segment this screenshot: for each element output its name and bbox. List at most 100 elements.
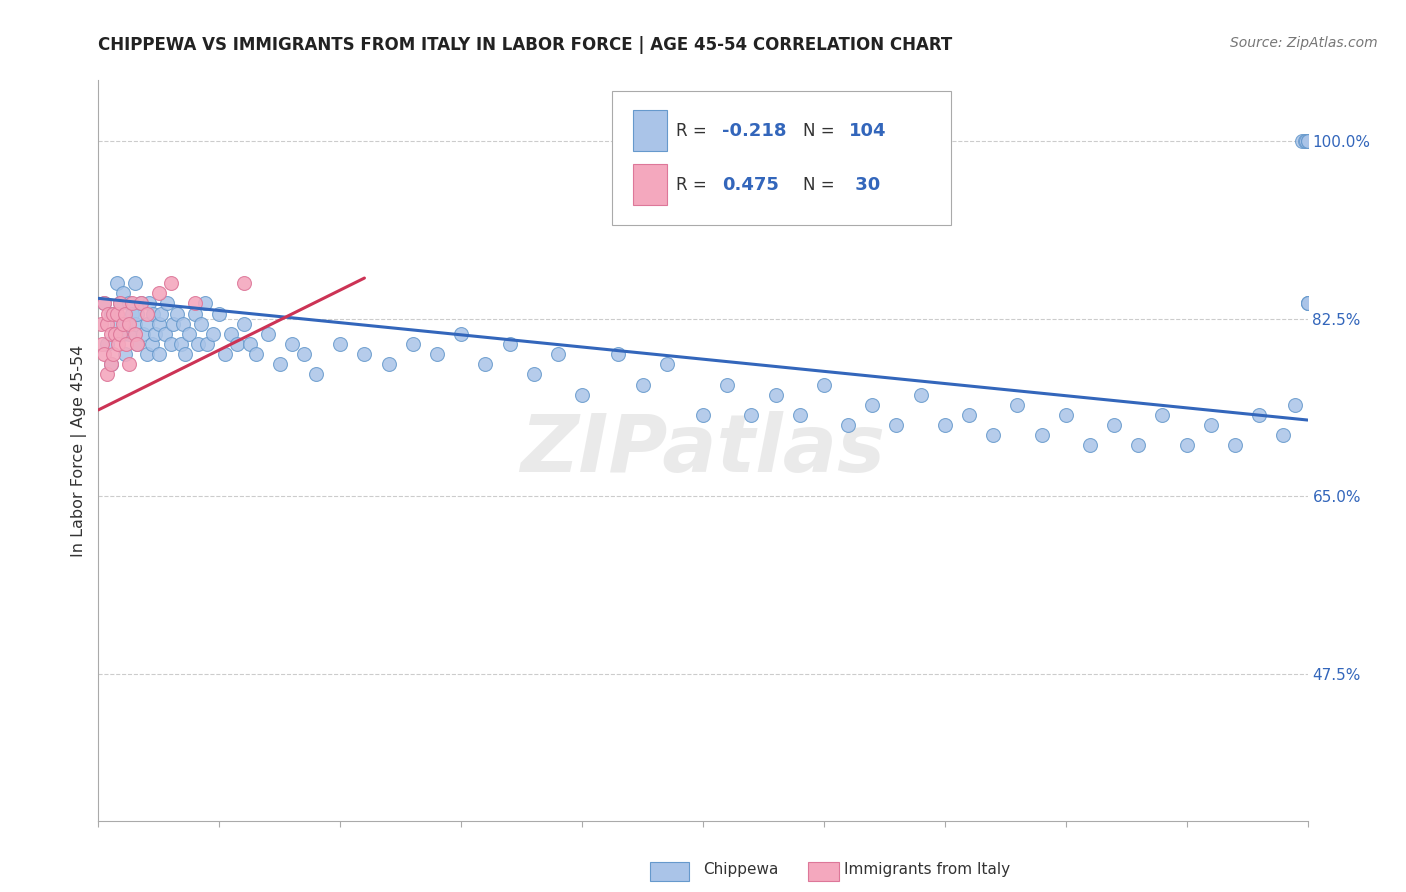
Point (118, 296, 141, 310)
Bar (633, 110, 666, 151)
Point (156, 296, 179, 310)
Point (837, 418, 859, 433)
Point (104, 326, 127, 341)
Point (329, 337, 352, 351)
Text: R =: R = (676, 121, 713, 140)
Point (108, 296, 131, 310)
Point (789, 408, 811, 422)
Point (1284, 398, 1306, 412)
Point (208, 307, 231, 321)
Point (105, 307, 128, 321)
Point (184, 296, 207, 310)
Point (221, 326, 243, 341)
Point (1199, 418, 1222, 433)
Point (127, 307, 149, 321)
Point (124, 317, 146, 331)
Point (91, 337, 114, 351)
Point (523, 368, 546, 382)
Point (179, 326, 201, 341)
Point (187, 337, 209, 351)
Point (269, 357, 291, 371)
Point (1295, 134, 1317, 148)
Point (716, 377, 738, 392)
Point (226, 337, 249, 351)
Point (166, 307, 188, 321)
Point (957, 408, 980, 422)
Point (127, 337, 149, 351)
Point (474, 357, 496, 371)
Point (305, 368, 328, 382)
Point (910, 387, 932, 401)
Text: N =: N = (803, 177, 841, 194)
Point (121, 296, 143, 310)
Point (97, 307, 120, 321)
Point (631, 377, 654, 392)
Point (101, 307, 124, 321)
Point (860, 398, 883, 412)
Point (1102, 418, 1125, 433)
Point (426, 347, 449, 361)
Point (498, 337, 520, 351)
Text: CHIPPEWA VS IMMIGRANTS FROM ITALY IN LABOR FORCE | AGE 45-54 CORRELATION CHART: CHIPPEWA VS IMMIGRANTS FROM ITALY IN LAB… (98, 36, 953, 54)
Point (813, 377, 835, 392)
Point (169, 337, 191, 351)
Point (571, 387, 593, 401)
Point (93, 347, 115, 361)
Point (256, 326, 278, 341)
Point (124, 326, 146, 341)
Point (1031, 428, 1053, 442)
Point (1175, 438, 1198, 452)
Point (1272, 428, 1295, 442)
Point (1128, 438, 1150, 452)
Point (107, 337, 129, 351)
Point (93, 296, 115, 310)
FancyBboxPatch shape (613, 91, 950, 225)
Point (239, 337, 262, 351)
Point (124, 276, 146, 290)
Text: 30: 30 (849, 177, 880, 194)
Point (105, 317, 128, 331)
Point (1054, 408, 1077, 422)
Point (765, 387, 787, 401)
Point (377, 357, 399, 371)
Point (153, 326, 176, 341)
Point (129, 296, 152, 310)
Point (1078, 438, 1101, 452)
Point (150, 307, 173, 321)
Point (232, 317, 254, 331)
Point (190, 317, 212, 331)
Point (118, 326, 141, 341)
Point (184, 307, 207, 321)
Point (1294, 134, 1316, 148)
Point (402, 337, 425, 351)
Point (111, 326, 134, 341)
Text: R =: R = (676, 177, 713, 194)
Point (100, 326, 122, 341)
Point (101, 347, 124, 361)
Point (886, 418, 908, 433)
Point (214, 347, 236, 361)
Point (160, 337, 183, 351)
Point (118, 357, 141, 371)
Point (1296, 296, 1319, 310)
Point (281, 337, 304, 351)
Point (93, 296, 115, 310)
Point (148, 347, 170, 361)
Point (96, 368, 118, 382)
Text: -0.218: -0.218 (723, 121, 787, 140)
Point (981, 428, 1004, 442)
Point (118, 317, 141, 331)
Point (692, 408, 714, 422)
Text: Source: ZipAtlas.com: Source: ZipAtlas.com (1230, 36, 1378, 50)
Point (135, 347, 157, 361)
Point (135, 317, 157, 331)
Point (1291, 134, 1313, 148)
Point (162, 317, 184, 331)
Point (132, 326, 155, 341)
Point (1296, 296, 1319, 310)
Point (135, 307, 157, 321)
Bar (633, 164, 666, 204)
Point (127, 337, 149, 351)
Point (202, 326, 225, 341)
Point (292, 347, 315, 361)
